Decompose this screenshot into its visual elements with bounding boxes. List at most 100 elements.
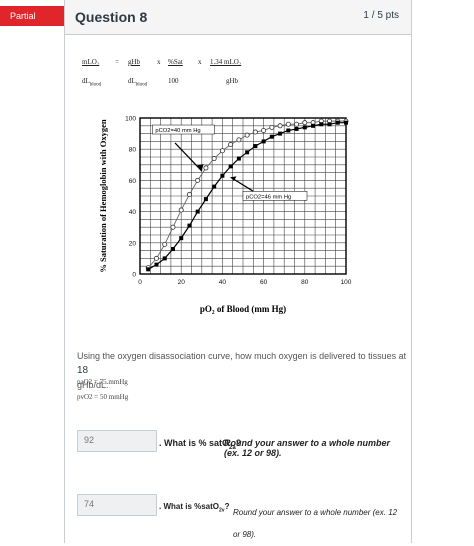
chart-y-axis-label: % Saturation of Hemoglobin with Oxygen xyxy=(98,119,108,273)
prompt-text: Using the oxygen disassociation curve, h… xyxy=(77,351,407,361)
data-point-open xyxy=(236,137,242,143)
data-point-square xyxy=(286,128,291,133)
formula-times-1: x xyxy=(157,58,161,66)
formula-equals: = xyxy=(115,58,119,66)
partial-credit-badge: Partial xyxy=(0,6,76,26)
y-tick-label: 0 xyxy=(132,272,136,279)
annotation-box-2 xyxy=(242,191,308,201)
data-point-open xyxy=(219,148,225,154)
formula-term3-denominator: 100 xyxy=(168,77,179,85)
data-point-open xyxy=(153,255,159,261)
data-point-open xyxy=(178,207,184,213)
question-sato2v-instruction: Round your answer to a whole number (ex.… xyxy=(233,502,398,546)
q2-sub: 2v xyxy=(219,507,225,514)
data-point-open xyxy=(211,156,217,162)
question-points: 1 / 5 pts xyxy=(363,10,399,21)
data-point-square xyxy=(311,123,316,128)
question-header: Question 8 1 / 5 pts xyxy=(65,0,411,35)
plot-frame xyxy=(139,117,347,275)
question-sato2a: . What is % satO2a? xyxy=(159,438,409,451)
y-tick-label: 60 xyxy=(129,178,137,185)
data-point-square xyxy=(228,164,233,169)
x-tick-label: 60 xyxy=(260,279,268,286)
data-point-square xyxy=(344,120,348,125)
data-point-square xyxy=(269,134,274,139)
x-tick-label: 40 xyxy=(219,279,227,286)
q2-rest: ? xyxy=(224,502,230,511)
badge-label: Partial xyxy=(10,11,36,21)
formula-term1-denominator: dLblood xyxy=(82,77,101,87)
data-point-square xyxy=(327,122,332,127)
y-tick-label: 20 xyxy=(129,240,137,247)
prompt-unit: gHb/dL: xyxy=(77,380,109,390)
data-point-open xyxy=(170,224,176,230)
data-point-square xyxy=(319,122,324,127)
formula-term2-numerator: gHb xyxy=(128,58,141,66)
q1-rest: ? xyxy=(235,438,242,448)
formula-term2-den-sub: blood xyxy=(135,82,148,88)
given-pao2: paO2 = 75 mmHg xyxy=(77,378,128,386)
x-tick-label: 100 xyxy=(341,279,352,286)
data-point-square xyxy=(212,184,217,189)
x-tick-label: 20 xyxy=(178,279,186,286)
annotation-arrowhead-2 xyxy=(230,176,237,182)
data-point-square xyxy=(179,236,184,241)
data-point-square xyxy=(236,156,241,161)
data-point-square xyxy=(261,139,266,144)
question-card: Question 8 1 / 5 pts xyxy=(64,0,412,543)
data-point-open xyxy=(244,132,250,138)
q1-instruction: Round your answer to a whole number (ex.… xyxy=(224,438,391,458)
y-tick-label: 100 xyxy=(125,116,136,123)
data-point-open xyxy=(195,177,201,183)
formula-term1-den-text: dL xyxy=(82,77,90,85)
data-point-square xyxy=(195,209,200,214)
annotation-arrowhead-1 xyxy=(196,164,204,172)
question-sato2v: . What is %satO2v? xyxy=(159,502,239,514)
data-point-square xyxy=(220,173,225,178)
data-point-open xyxy=(228,142,234,148)
data-point-open xyxy=(261,127,267,133)
data-point-square xyxy=(302,125,307,130)
formula-term2-den-text: dL xyxy=(128,77,136,85)
answer-input-sato2a[interactable]: 92 xyxy=(77,430,157,452)
data-point-square xyxy=(245,150,250,155)
data-point-square xyxy=(253,144,258,149)
answer-input-sato2v[interactable]: 74 xyxy=(77,494,157,516)
data-point-square xyxy=(146,267,151,272)
annotation-box-1 xyxy=(152,124,215,135)
annotation-label-2: pCO2=46 mm Hg xyxy=(246,194,291,200)
formula-term2-denominator: dLblood xyxy=(128,77,147,87)
question-prompt: Using the oxygen disassociation curve, h… xyxy=(77,349,417,392)
x-tick-label: 0 xyxy=(138,279,142,286)
data-point-open xyxy=(186,191,192,197)
question-sato2a-instruction: Round your answer to a whole number (ex.… xyxy=(224,438,404,458)
data-point-open xyxy=(285,121,291,127)
formula-term4-denominator: gHb xyxy=(226,77,239,85)
chart-annotations: pCO2=40 mm Hg pCO2=46 mm Hg xyxy=(152,124,308,201)
question-title: Question 8 xyxy=(75,9,148,25)
data-point-square xyxy=(170,247,175,252)
annotation-label-1: pCO2=40 mm Hg xyxy=(155,128,200,134)
chart-ticks: 0 20 40 60 80 100 0 20 40 60 80 100 xyxy=(125,116,352,287)
data-point-open xyxy=(269,124,275,130)
formula-term1-den-sub: blood xyxy=(89,82,102,88)
data-point-open xyxy=(302,120,308,126)
data-point-square xyxy=(335,120,340,125)
q1-prefix: . What is % satO xyxy=(159,438,230,448)
data-point-square xyxy=(162,256,167,261)
data-point-open xyxy=(277,123,283,129)
chart-x-axis-label: pO₂ of Blood (mm Hg) xyxy=(200,304,286,314)
formula-term3-numerator: %Sat xyxy=(168,58,183,66)
chart-series xyxy=(145,118,349,272)
data-point-open xyxy=(294,121,300,127)
data-point-open xyxy=(252,129,258,135)
data-point-open xyxy=(162,241,168,247)
formula-term1-numerator: mLO₂ xyxy=(82,58,100,66)
q2-prefix: . What is %satO xyxy=(159,502,220,511)
data-point-square xyxy=(187,223,192,228)
chart-axes xyxy=(139,117,347,275)
y-tick-label: 80 xyxy=(129,147,137,154)
formula-times-2: x xyxy=(198,58,202,66)
prompt-hb-value: 18 xyxy=(77,365,89,376)
